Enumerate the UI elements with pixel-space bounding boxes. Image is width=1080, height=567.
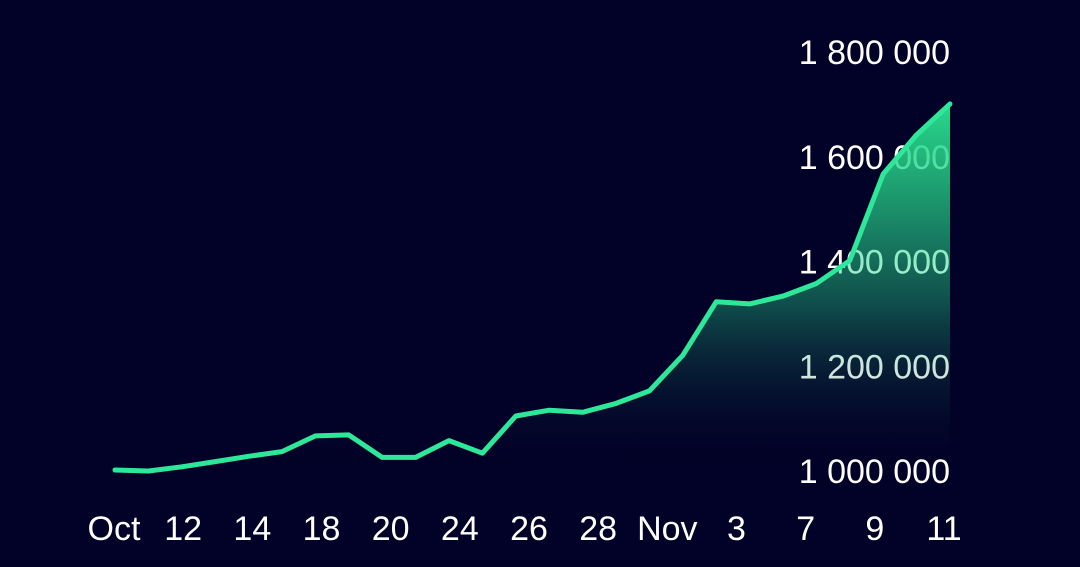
data-point	[847, 258, 852, 263]
series-area	[115, 103, 950, 472]
data-point	[447, 438, 451, 443]
data-point	[680, 353, 685, 358]
area-layer	[115, 103, 950, 472]
data-point	[480, 451, 485, 456]
data-point	[714, 299, 719, 304]
data-point	[213, 459, 218, 464]
data-point	[881, 172, 886, 176]
x-tick-label: 9	[865, 510, 884, 548]
data-point	[580, 410, 585, 415]
data-point	[280, 449, 284, 454]
data-point	[113, 468, 117, 472]
x-tick-label: 11	[926, 510, 961, 548]
x-tick-label: 3	[727, 510, 746, 548]
data-point	[914, 132, 919, 137]
data-point	[547, 408, 552, 413]
x-tick-label: 28	[579, 510, 617, 548]
data-point	[513, 414, 518, 418]
x-tick-label: 7	[796, 510, 815, 548]
x-tick-label: Oct	[88, 510, 141, 548]
data-point	[380, 455, 385, 460]
data-point	[246, 454, 251, 459]
x-tick-label: 24	[441, 510, 479, 548]
x-tick-label: 14	[233, 510, 271, 548]
data-point	[781, 294, 785, 299]
data-point	[614, 401, 618, 406]
data-point	[814, 281, 819, 286]
data-point	[413, 455, 418, 460]
x-axis-ticks: Oct 12 14 18 20 24 26 28 Nov 3 7 9 11	[88, 510, 962, 548]
line-layer	[112, 101, 953, 474]
x-tick-label: Nov	[637, 510, 697, 548]
x-tick-label: 12	[164, 510, 202, 548]
data-point	[346, 432, 351, 437]
y-tick-label: 1 800 000	[799, 34, 950, 72]
x-tick-label: 18	[303, 510, 341, 548]
data-point	[948, 101, 952, 106]
x-tick-label: 20	[372, 510, 410, 548]
series-line	[112, 101, 953, 474]
x-tick-label: 26	[510, 510, 548, 548]
data-point	[146, 469, 151, 473]
data-point	[179, 464, 184, 469]
data-point	[647, 388, 652, 393]
data-point	[747, 301, 752, 306]
data-point	[313, 433, 318, 438]
